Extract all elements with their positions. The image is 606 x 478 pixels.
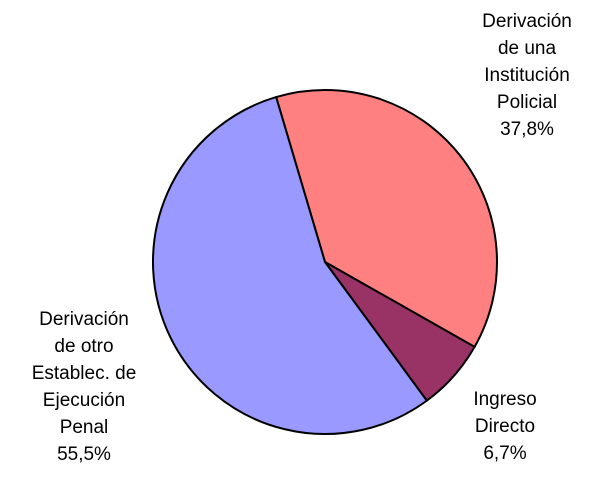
slice-label: de una xyxy=(498,38,557,59)
slice-label: Ejecución xyxy=(43,390,125,411)
slice-label: Institución xyxy=(484,65,570,86)
slice-label: Derivación xyxy=(482,11,572,32)
slice-label: Directo xyxy=(475,416,535,437)
slice-label: Establec. de xyxy=(32,363,137,384)
slice-label: de otro xyxy=(54,336,113,357)
pie-slice xyxy=(274,89,498,349)
slice-label: Ingreso xyxy=(473,389,536,410)
value-label: 55,5% xyxy=(57,444,111,465)
value-label: 6,7% xyxy=(483,443,526,464)
slice-label: Penal xyxy=(60,417,109,438)
value-label: 37,8% xyxy=(500,119,554,140)
pie-slice xyxy=(152,95,429,435)
slice-label: Derivación xyxy=(39,309,129,330)
slice-label: Policial xyxy=(497,92,557,113)
